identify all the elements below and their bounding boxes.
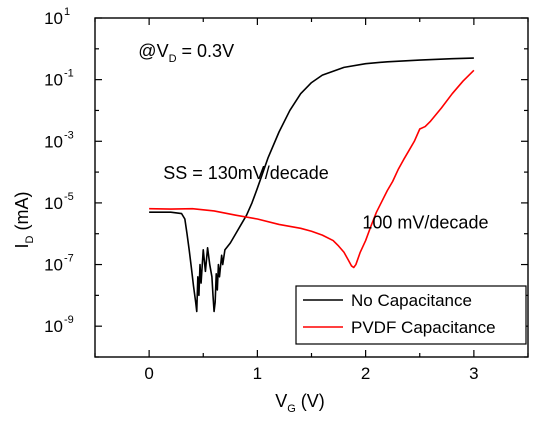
legend-box [295, 285, 527, 345]
y-tick-label: 10 [44, 9, 63, 28]
y-tick-label: 10 [44, 71, 63, 90]
legend: No Capacitance PVDF Capacitance [295, 285, 527, 345]
y-axis-title: ID (mA) [12, 192, 36, 249]
y-axis-title-sub: D [24, 235, 36, 243]
y-tick-exponent: -1 [64, 68, 74, 80]
annotations: @VD = 0.3V SS = 130mV/decade 100 mV/decade [138, 41, 488, 232]
annotation-vd: @VD = 0.3V [138, 41, 234, 65]
legend-label-no-capacitance: No Capacitance [351, 291, 472, 310]
y-tick-label: 10 [44, 194, 63, 213]
series-group [149, 57, 475, 313]
x-tick-label: 1 [253, 364, 262, 383]
series-line-no-capacitance [149, 57, 474, 313]
y-tick-exponent: -5 [64, 191, 74, 203]
y-tick-exponent: 1 [64, 6, 70, 18]
x-axis-ticks: 0 1 2 3 [94, 18, 529, 383]
x-axis-title-sub: G [287, 403, 296, 415]
x-tick-label: 0 [144, 364, 153, 383]
x-tick-label: 2 [361, 364, 370, 383]
x-axis-title: VG (V) [275, 391, 325, 415]
y-axis-title-main: I [12, 243, 32, 248]
y-tick-exponent: -9 [64, 314, 74, 326]
x-axis-title-unit: (V) [301, 391, 325, 411]
y-tick-label: 10 [44, 256, 63, 275]
y-axis-title-unit: (mA) [12, 192, 32, 231]
annotation-ss2: 100 mV/decade [362, 212, 488, 232]
x-tick-label: 3 [469, 364, 478, 383]
y-tick-label: 10 [44, 317, 63, 336]
legend-label-pvdf-capacitance: PVDF Capacitance [351, 318, 496, 337]
x-axis-title-main: V [275, 391, 287, 411]
y-tick-exponent: -7 [64, 253, 74, 265]
series-line-pvdf-capacitance [149, 69, 475, 269]
annotation-ss1: SS = 130mV/decade [163, 163, 329, 183]
y-tick-exponent: -3 [64, 129, 74, 141]
y-tick-label: 10 [44, 132, 63, 151]
